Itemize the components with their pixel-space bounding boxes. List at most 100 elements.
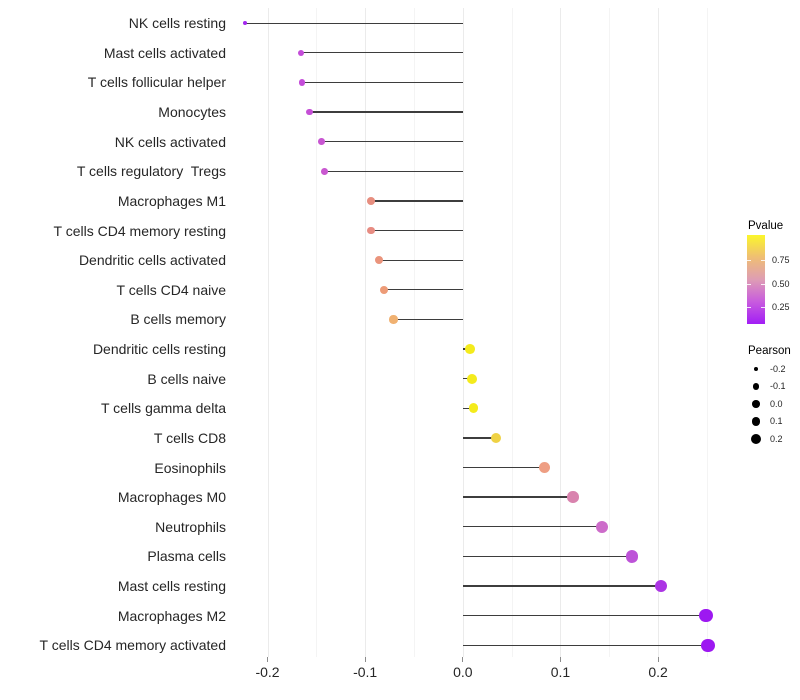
x-axis-tick-label: -0.2 bbox=[255, 663, 280, 680]
y-axis-label: T cells follicular helper bbox=[87, 74, 226, 91]
lollipop-stem bbox=[301, 81, 463, 84]
pearson-legend-item-label: 0.2 bbox=[770, 433, 783, 444]
y-axis-label: T cells regulatory Tregs bbox=[76, 163, 226, 180]
lollipop-dot bbox=[297, 49, 304, 56]
x-axis-tick-label: 0.1 bbox=[550, 663, 571, 680]
lollipop-stem bbox=[462, 614, 706, 617]
pearson-legend-item-label: 0.0 bbox=[770, 398, 783, 409]
lollipop-stem bbox=[462, 526, 603, 528]
pearson-legend-title: Pearson bbox=[748, 345, 791, 357]
x-axis-tick-mark bbox=[364, 657, 366, 662]
y-axis-label: Macrophages M1 bbox=[117, 192, 226, 209]
pvalue-legend-tick bbox=[761, 283, 765, 285]
x-axis-tick-label: 0.0 bbox=[453, 663, 473, 680]
lollipop-dot bbox=[539, 461, 551, 474]
lollipop-stem bbox=[321, 141, 463, 143]
gridline-minor bbox=[316, 8, 318, 657]
lollipop-dot bbox=[701, 638, 715, 652]
lollipop-stem bbox=[300, 52, 463, 54]
y-axis-label: Dendritic cells activated bbox=[78, 252, 226, 269]
pearson-legend-dot bbox=[752, 383, 759, 390]
lollipop-stem bbox=[462, 555, 632, 557]
gridline-minor bbox=[706, 8, 708, 657]
y-axis-label: T cells CD4 memory activated bbox=[39, 637, 226, 654]
lollipop-dot bbox=[466, 373, 477, 384]
lollipop-dot bbox=[298, 79, 305, 86]
y-axis-label: B cells naive bbox=[147, 370, 226, 387]
pvalue-gradient-bar bbox=[747, 235, 765, 324]
y-axis-label: NK cells activated bbox=[114, 133, 226, 150]
y-axis-label: T cells CD4 naive bbox=[116, 281, 226, 298]
y-axis-label: Mast cells activated bbox=[103, 44, 226, 61]
lollipop-dot bbox=[317, 138, 325, 145]
pvalue-legend-title: Pvalue bbox=[748, 220, 784, 232]
y-axis-label: Mast cells resting bbox=[117, 577, 226, 594]
lollipop-stem bbox=[371, 229, 463, 232]
y-axis-label: Plasma cells bbox=[147, 548, 226, 565]
lollipop-dot bbox=[389, 315, 398, 324]
lollipop-stem bbox=[462, 644, 708, 646]
y-axis-label: NK cells resting bbox=[128, 15, 226, 32]
pearson-legend-item-label: -0.2 bbox=[770, 363, 786, 374]
gridline-minor bbox=[609, 8, 611, 657]
lollipop-dot bbox=[367, 196, 375, 205]
y-axis-label: Macrophages M0 bbox=[117, 489, 226, 506]
x-axis-tick-mark bbox=[462, 657, 464, 662]
lollipop-stem bbox=[378, 259, 463, 261]
lollipop-stem bbox=[462, 496, 574, 498]
gridline-minor bbox=[413, 8, 415, 657]
x-axis-tick-mark bbox=[657, 657, 659, 662]
y-axis-label: T cells CD8 bbox=[153, 429, 226, 446]
x-axis-tick-mark bbox=[267, 657, 268, 662]
lollipop-stem bbox=[309, 111, 463, 113]
gridline-major bbox=[658, 8, 660, 657]
y-axis-label: Macrophages M2 bbox=[117, 607, 226, 624]
lollipop-stem bbox=[324, 170, 463, 172]
pvalue-legend-tick bbox=[761, 307, 765, 309]
lollipop-dot bbox=[625, 550, 638, 563]
y-axis-label: Neutrophils bbox=[155, 518, 226, 535]
lollipop-stem bbox=[462, 585, 662, 587]
pvalue-legend-tick bbox=[747, 307, 751, 309]
pearson-legend-item-label: -0.1 bbox=[770, 381, 786, 391]
y-axis-label: Eosinophils bbox=[154, 459, 226, 476]
x-axis-tick-label: 0.2 bbox=[648, 663, 668, 680]
pvalue-legend-tick bbox=[747, 260, 751, 262]
lollipop-dot bbox=[242, 21, 248, 26]
lollipop-dot bbox=[374, 256, 383, 265]
y-axis-label: T cells CD4 memory resting bbox=[53, 222, 226, 239]
pvalue-legend-tick-label: 0.75 bbox=[772, 255, 790, 266]
pearson-legend-dot bbox=[751, 434, 761, 444]
pearson-legend-dot bbox=[754, 367, 758, 371]
y-axis-label: B cells memory bbox=[130, 311, 226, 328]
gridline-major bbox=[267, 8, 269, 657]
lollipop-dot bbox=[490, 432, 502, 444]
gridline-major bbox=[365, 8, 367, 657]
y-axis-label: Dendritic cells resting bbox=[92, 341, 226, 358]
lollipop-stem bbox=[393, 318, 463, 321]
lollipop-dot bbox=[654, 579, 668, 593]
pvalue-legend-tick bbox=[761, 260, 765, 262]
y-axis-label: Monocytes bbox=[158, 104, 226, 121]
lollipop-stem bbox=[371, 200, 463, 202]
gridline-minor bbox=[511, 8, 513, 657]
pearson-legend-dot bbox=[751, 417, 761, 426]
lollipop-dot bbox=[699, 608, 713, 623]
pearson-legend-item-label: 0.1 bbox=[770, 416, 783, 426]
y-axis-label: T cells gamma delta bbox=[100, 400, 226, 417]
x-axis-tick-mark bbox=[559, 657, 561, 662]
lollipop-stem bbox=[462, 466, 545, 469]
lollipop-dot bbox=[596, 520, 609, 533]
lollipop-dot bbox=[464, 344, 475, 354]
gridline-major bbox=[462, 8, 464, 657]
x-axis-tick-label: -0.1 bbox=[353, 663, 378, 680]
lollipop-dot bbox=[567, 491, 579, 503]
lollipop-stem bbox=[383, 289, 463, 291]
lollipop-dot bbox=[367, 226, 375, 235]
pvalue-legend-tick-label: 0.25 bbox=[772, 302, 790, 313]
lollipop-stem bbox=[462, 437, 496, 439]
lollipop-stem bbox=[245, 22, 463, 24]
lollipop-dot bbox=[306, 108, 313, 116]
pearson-legend-dot bbox=[752, 400, 760, 408]
